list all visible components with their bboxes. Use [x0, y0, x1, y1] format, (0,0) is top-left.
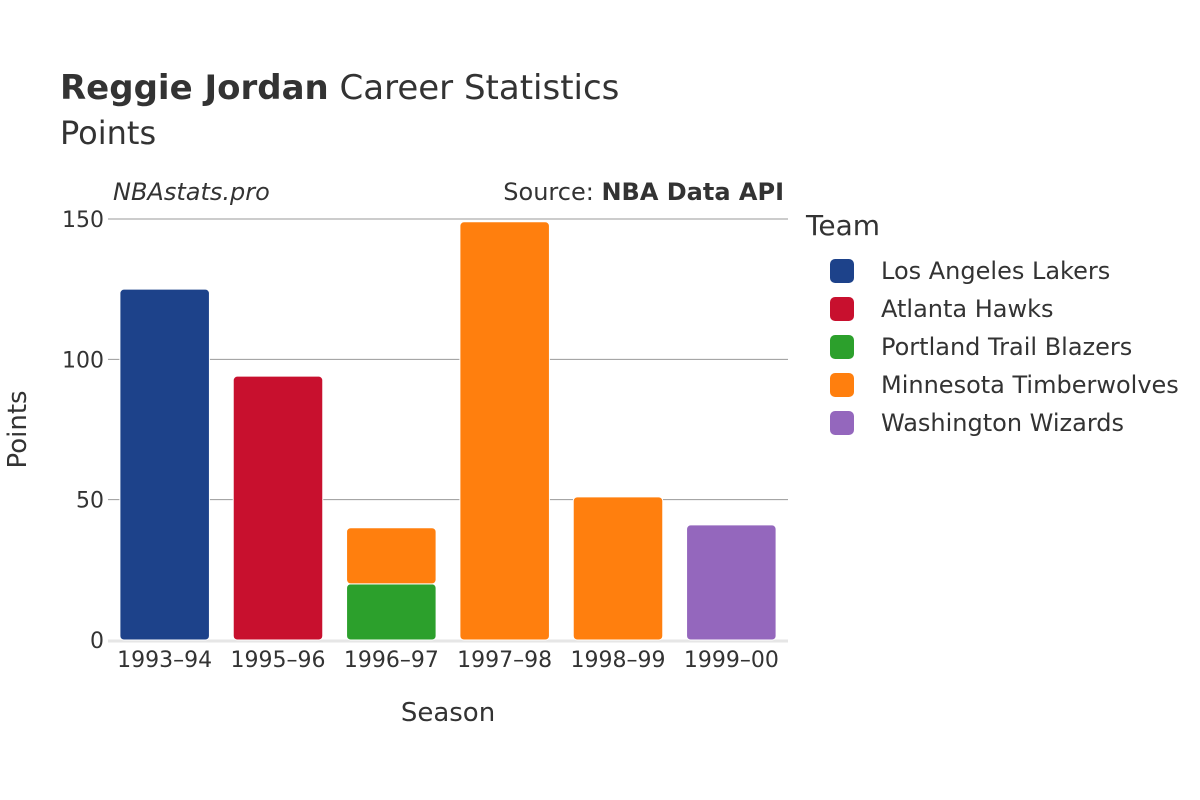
title-rest: Career Statistics	[328, 68, 620, 108]
bar	[346, 583, 437, 641]
legend-items: Los Angeles Lakers Atlanta Hawks Portland …	[806, 252, 1179, 442]
chart-subtitle: Points	[60, 114, 157, 152]
legend-swatch	[830, 297, 854, 321]
legend-swatch	[830, 335, 854, 359]
bar	[572, 496, 664, 641]
legend-swatch	[830, 259, 854, 283]
y-tick-label: 150	[62, 208, 104, 233]
y-axis-title: Points	[3, 390, 33, 468]
chart-title: Reggie Jordan Career Statistics	[60, 68, 619, 108]
y-tick-label: 50	[76, 489, 104, 514]
bar	[686, 524, 777, 641]
bar	[119, 288, 210, 641]
bar	[232, 375, 324, 641]
site-credit: NBAstats.pro	[113, 178, 270, 206]
y-tick-label: 0	[90, 629, 104, 654]
legend-item[interactable]: Atlanta Hawks	[830, 290, 1179, 328]
legend-swatch	[830, 411, 854, 435]
x-tick-label: 1999–00	[684, 648, 779, 673]
legend-item[interactable]: Washington Wizards	[830, 404, 1179, 442]
source-prefix: Source:	[503, 178, 602, 206]
legend-item[interactable]: Los Angeles Lakers	[830, 252, 1179, 290]
source-name: NBA Data API	[601, 178, 784, 206]
x-tick-label: 1993–94	[117, 648, 212, 673]
legend-item[interactable]: Minnesota Timberwolves	[830, 366, 1179, 404]
x-axis-title: Season	[401, 698, 495, 728]
legend-label: Minnesota Timberwolves	[881, 371, 1179, 399]
x-tick-label: 1998–99	[571, 648, 666, 673]
x-tick-label: 1995–96	[231, 648, 326, 673]
x-tick-label: 1997–98	[457, 648, 552, 673]
bar	[346, 527, 437, 585]
legend-label: Atlanta Hawks	[881, 295, 1054, 323]
source-credit: Source: NBA Data API	[503, 178, 784, 206]
legend-label: Portland Trail Blazers	[881, 333, 1133, 361]
title-player-name: Reggie Jordan	[60, 68, 329, 108]
legend-item[interactable]: Portland Trail Blazers	[830, 328, 1179, 366]
legend-label: Los Angeles Lakers	[881, 257, 1111, 285]
y-tick-label: 100	[62, 348, 104, 373]
legend-swatch	[830, 373, 854, 397]
x-tick-label: 1996–97	[344, 648, 439, 673]
legend: Team Los Angeles Lakers Atlanta Hawks Port…	[806, 208, 1179, 442]
legend-label: Washington Wizards	[881, 409, 1125, 437]
bar	[459, 221, 550, 641]
legend-title: Team	[806, 209, 881, 242]
